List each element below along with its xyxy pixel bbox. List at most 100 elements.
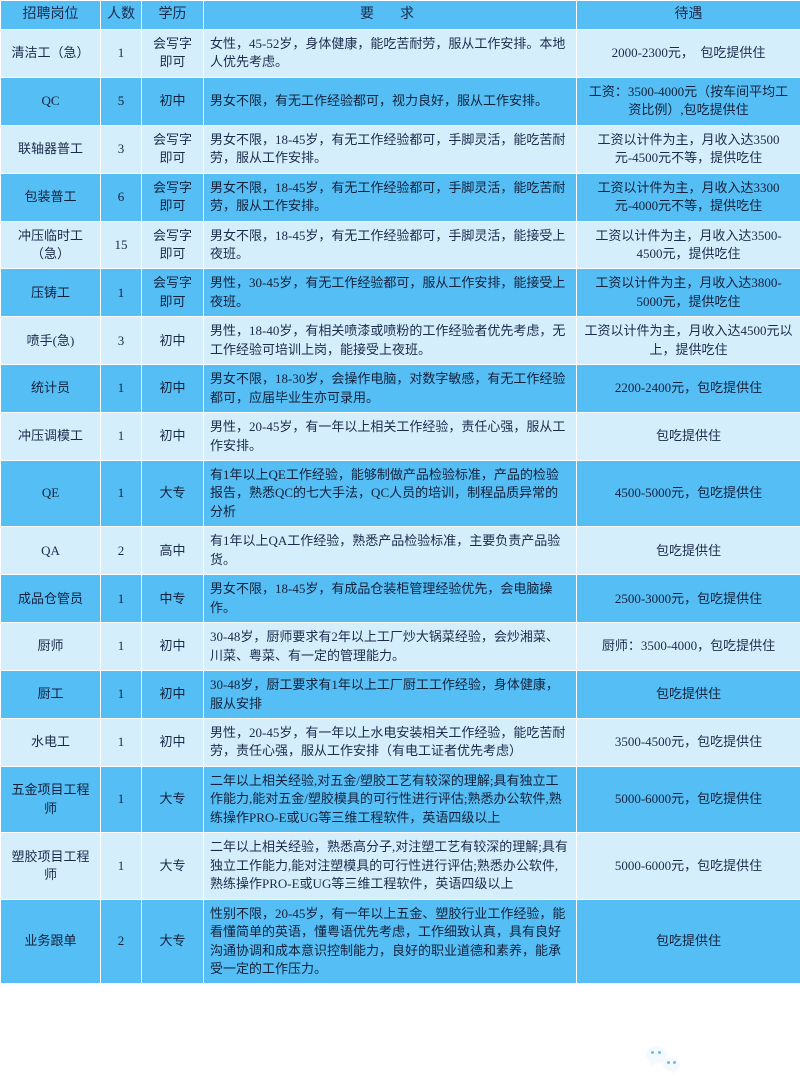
- education-cell: 初中: [141, 622, 204, 672]
- requirements-cell: 二年以上相关经验，熟悉高分子,对注塑工艺有较深的理解;具有独立工作能力,能对注塑…: [203, 832, 577, 900]
- education-cell: 大专: [141, 765, 204, 834]
- job-position-cell: 成品仓管员: [0, 574, 101, 624]
- requirements-cell: 性别不限，20-45岁，有一年以上五金、塑胶行业工作经验，能看懂简单的英语，懂粤…: [203, 898, 577, 985]
- education-cell: 会写字即可: [141, 268, 204, 318]
- education-cell: 初中: [141, 76, 204, 126]
- education-cell: 大专: [141, 460, 204, 528]
- headcount-cell: 1: [100, 670, 142, 720]
- table-row: 业务跟单 2 大专 性别不限，20-45岁，有一年以上五金、塑胶行业工作经验，能看懂简…: [0, 898, 800, 985]
- job-position-cell: 包装普工: [0, 172, 101, 222]
- compensation-cell: 5000-6000元，包吃提供住: [576, 765, 800, 834]
- requirements-cell: 有1年以上QE工作经验，能够制做产品检验标准，产品的检验报告，熟悉QC的七大手法…: [203, 460, 577, 528]
- job-position-cell: QC: [0, 76, 101, 126]
- table-row: 压铸工 1 会写字即可 男性，30-45岁，有无工作经验都可，服从工作安排，能接受上夜…: [0, 268, 800, 318]
- job-position-cell: 压铸工: [0, 268, 101, 318]
- requirements-cell: 男性，30-45岁，有无工作经验都可，服从工作安排，能接受上夜班。: [203, 268, 577, 318]
- education-cell: 初中: [141, 412, 204, 462]
- job-position-cell: 厨师: [0, 622, 101, 672]
- headcount-cell: 1: [100, 268, 142, 318]
- headcount-cell: 1: [100, 28, 142, 78]
- table-row: 厨工 1 初中 30-48岁，厨工要求有1年以上工厂厨工工作经验，身体健康，服从安排包…: [0, 670, 800, 720]
- education-cell: 大专: [141, 832, 204, 900]
- table-row: 喷手(急) 3 初中 男性，18-40岁，有相关喷漆或喷粉的工作经验者优先考虑，无工作…: [0, 316, 800, 366]
- table-row: 统计员 1 初中 男女不限，18-30岁，会操作电脑，对数字敏感，有无工作经验都可，应…: [0, 364, 800, 414]
- headcount-cell: 5: [100, 76, 142, 126]
- job-position-cell: 清洁工（急）: [0, 28, 101, 78]
- compensation-cell: 工资以计件为主，月收入达3500元-4500元不等，提供吃住: [576, 124, 800, 174]
- compensation-cell: 包吃提供住: [576, 670, 800, 720]
- headcount-cell: 6: [100, 172, 142, 222]
- column-header-education: 学历: [141, 0, 204, 30]
- compensation-cell: 3500-4500元，包吃提供住: [576, 718, 800, 767]
- compensation-cell: 4500-5000元，包吃提供住: [576, 460, 800, 528]
- table-row: 成品仓管员 1 中专 男女不限，18-45岁，有成品仓装柜管理经验优先，会电脑操作。 2…: [0, 574, 800, 624]
- headcount-cell: 1: [100, 460, 142, 528]
- headcount-cell: 2: [100, 898, 142, 985]
- compensation-cell: 厨师：3500-4000，包吃提供住: [576, 622, 800, 672]
- recruitment-table: 招聘岗位 人数 学历 要 求 待遇 清洁工（急） 1 会写字即可 女性，45-52岁，…: [0, 0, 800, 985]
- compensation-cell: 2500-3000元，包吃提供住: [576, 574, 800, 624]
- education-cell: 中专: [141, 574, 204, 624]
- compensation-cell: 5000-6000元，包吃提供住: [576, 832, 800, 900]
- compensation-cell: 2000-2300元， 包吃提供住: [576, 28, 800, 78]
- education-cell: 会写字即可: [141, 220, 204, 270]
- job-position-cell: 厨工: [0, 670, 101, 720]
- requirements-cell: 男性，18-40岁，有相关喷漆或喷粉的工作经验者优先考虑，无工作经验可培训上岗，…: [203, 316, 577, 366]
- table-row: 包装普工 6 会写字即可 男女不限，18-45岁，有无工作经验都可，手脚灵活，能吃苦耐…: [0, 172, 800, 222]
- table-row: 塑胶项目工程师 1 大专 二年以上相关经验，熟悉高分子,对注塑工艺有较深的理解;具有独…: [0, 832, 800, 900]
- job-position-cell: 水电工: [0, 718, 101, 767]
- compensation-cell: 工资：3500-4000元（按车间平均工资比例）,包吃提供住: [576, 76, 800, 126]
- requirements-cell: 30-48岁，厨师要求有2年以上工厂炒大锅菜经验，会炒湘菜、川菜、粤菜、有一定的…: [203, 622, 577, 672]
- table-body: 清洁工（急） 1 会写字即可 女性，45-52岁，身体健康，能吃苦耐劳，服从工作安排。…: [0, 28, 800, 985]
- headcount-cell: 1: [100, 622, 142, 672]
- headcount-cell: 1: [100, 765, 142, 834]
- table-row: 冲压临时工（急） 15 会写字即可 男女不限，18-45岁，有无工作经验都可，手脚灵活…: [0, 220, 800, 270]
- watermark: 南海丹灶: [645, 1039, 792, 1076]
- table-row: 冲压调模工 1 初中 男性，20-45岁，有一年以上相关工作经验，责任心强，服从工作安…: [0, 412, 800, 462]
- compensation-cell: 包吃提供住: [576, 526, 800, 576]
- requirements-cell: 男性，20-45岁，有一年以上相关工作经验，责任心强，服从工作安排。: [203, 412, 577, 462]
- compensation-cell: 工资以计件为主，月收入达3300元-4000元不等，提供吃住: [576, 172, 800, 222]
- education-cell: 会写字即可: [141, 124, 204, 174]
- column-header-compensation: 待遇: [576, 0, 800, 30]
- headcount-cell: 1: [100, 832, 142, 900]
- education-cell: 大专: [141, 898, 204, 985]
- requirements-cell: 男女不限，18-45岁，有成品仓装柜管理经验优先，会电脑操作。: [203, 574, 577, 624]
- headcount-cell: 15: [100, 220, 142, 270]
- compensation-cell: 包吃提供住: [576, 412, 800, 462]
- job-position-cell: 冲压调模工: [0, 412, 101, 462]
- job-position-cell: QE: [0, 460, 101, 528]
- compensation-cell: 工资以计件为主，月收入达3800-5000元，提供吃住: [576, 268, 800, 318]
- headcount-cell: 2: [100, 526, 142, 576]
- table-row: 清洁工（急） 1 会写字即可 女性，45-52岁，身体健康，能吃苦耐劳，服从工作安排。…: [0, 28, 800, 78]
- table-row: QE 1 大专 有1年以上QE工作经验，能够制做产品检验标准，产品的检验报告，熟悉QC…: [0, 460, 800, 528]
- headcount-cell: 1: [100, 412, 142, 462]
- requirements-cell: 男性，20-45岁，有一年以上水电安装相关工作经验，能吃苦耐劳，责任心强，服从工…: [203, 718, 577, 767]
- table-row: 厨师 1 初中 30-48岁，厨师要求有2年以上工厂炒大锅菜经验，会炒湘菜、川菜、粤菜…: [0, 622, 800, 672]
- job-position-cell: 喷手(急): [0, 316, 101, 366]
- compensation-cell: 工资以计件为主，月收入达4500元以上，提供吃住: [576, 316, 800, 366]
- job-position-cell: 联轴器普工: [0, 124, 101, 174]
- column-header-count: 人数: [100, 0, 142, 30]
- headcount-cell: 3: [100, 316, 142, 366]
- education-cell: 会写字即可: [141, 28, 204, 78]
- education-cell: 初中: [141, 718, 204, 767]
- job-position-cell: 统计员: [0, 364, 101, 414]
- requirements-cell: 男女不限，18-45岁，有无工作经验都可，手脚灵活，能吃苦耐劳，服从工作安排。: [203, 172, 577, 222]
- job-position-cell: 塑胶项目工程师: [0, 832, 101, 900]
- table-row: 五金项目工程师 1 大专 二年以上相关经验,对五金/塑胶工艺有较深的理解;具有独立工作…: [0, 765, 800, 834]
- compensation-cell: 2200-2400元，包吃提供住: [576, 364, 800, 414]
- headcount-cell: 1: [100, 364, 142, 414]
- requirements-cell: 男女不限，有无工作经验都可，视力良好，服从工作安排。: [203, 76, 577, 126]
- job-position-cell: 业务跟单: [0, 898, 101, 985]
- education-cell: 会写字即可: [141, 172, 204, 222]
- requirements-cell: 女性，45-52岁，身体健康，能吃苦耐劳，服从工作安排。本地人优先考虑。: [203, 28, 577, 78]
- headcount-cell: 1: [100, 574, 142, 624]
- watermark-label: 南海丹灶: [683, 1045, 792, 1074]
- education-cell: 初中: [141, 364, 204, 414]
- column-header-position: 招聘岗位: [0, 0, 101, 30]
- requirements-cell: 男女不限，18-30岁，会操作电脑，对数字敏感，有无工作经验都可，应届毕业生亦可…: [203, 364, 577, 414]
- requirements-cell: 30-48岁，厨工要求有1年以上工厂厨工工作经验，身体健康，服从安排: [203, 670, 577, 720]
- compensation-cell: 包吃提供住: [576, 898, 800, 985]
